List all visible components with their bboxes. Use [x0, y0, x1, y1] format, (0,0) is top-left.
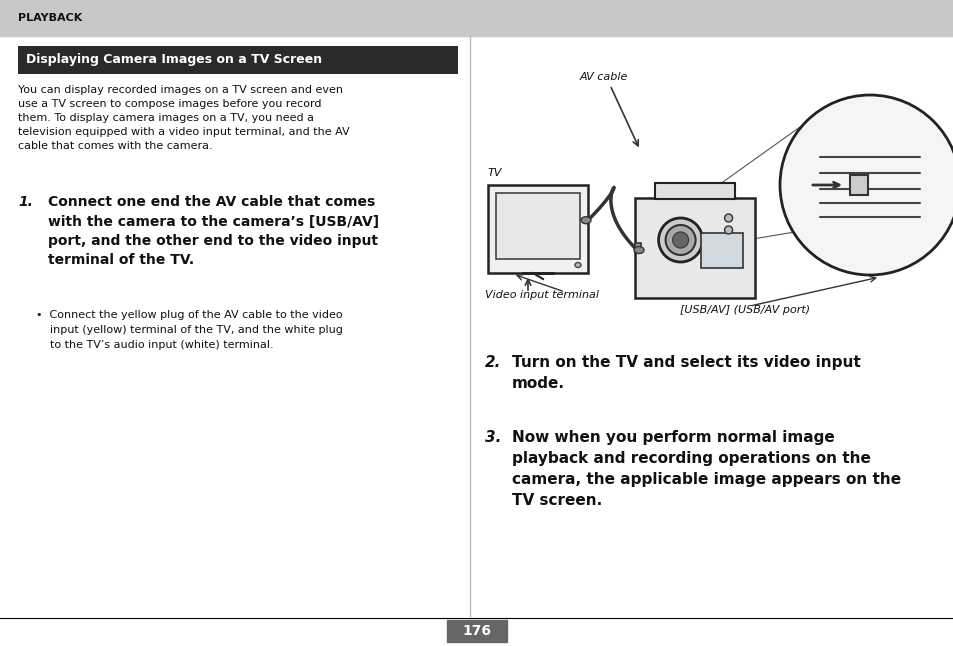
Bar	[496, 193, 579, 259]
Bar	[655, 183, 734, 199]
Text: AV cable: AV cable	[579, 72, 628, 82]
Ellipse shape	[634, 247, 643, 253]
Text: You can display recorded images on a TV screen and even
use a TV screen to compo: You can display recorded images on a TV …	[18, 85, 349, 151]
Circle shape	[724, 226, 732, 234]
Bar	[447, 620, 506, 642]
Text: PLAYBACK: PLAYBACK	[18, 13, 82, 23]
Circle shape	[658, 218, 701, 262]
Text: 2.: 2.	[484, 355, 501, 370]
Text: Now when you perform normal image
playback and recording operations on the
camer: Now when you perform normal image playba…	[512, 430, 901, 508]
Circle shape	[724, 214, 732, 222]
Text: Video input terminal: Video input terminal	[484, 290, 598, 300]
Text: 1.: 1.	[18, 195, 32, 209]
Text: Turn on the TV and select its video input
mode.: Turn on the TV and select its video inpu…	[512, 355, 860, 391]
Bar	[635, 243, 640, 253]
Bar	[849, 175, 867, 195]
Text: 176: 176	[462, 624, 491, 638]
Circle shape	[672, 232, 688, 248]
Bar	[635, 198, 754, 298]
Bar	[488, 185, 587, 273]
Text: •  Connect the yellow plug of the AV cable to the video
    input (yellow) termi: • Connect the yellow plug of the AV cabl…	[36, 310, 342, 349]
Text: [USB/AV] (USB/AV port): [USB/AV] (USB/AV port)	[679, 305, 809, 315]
Circle shape	[665, 225, 695, 255]
Circle shape	[780, 95, 953, 275]
Text: 3.: 3.	[484, 430, 501, 445]
Text: TV: TV	[488, 168, 502, 178]
Bar	[0, 0, 953, 36]
Text: Connect one end the AV cable that comes
with the camera to the camera’s [USB/AV]: Connect one end the AV cable that comes …	[48, 195, 378, 267]
Ellipse shape	[575, 262, 580, 267]
Bar	[18, 46, 457, 74]
Text: Displaying Camera Images on a TV Screen: Displaying Camera Images on a TV Screen	[26, 54, 322, 67]
Bar	[700, 233, 742, 268]
Ellipse shape	[580, 216, 590, 224]
